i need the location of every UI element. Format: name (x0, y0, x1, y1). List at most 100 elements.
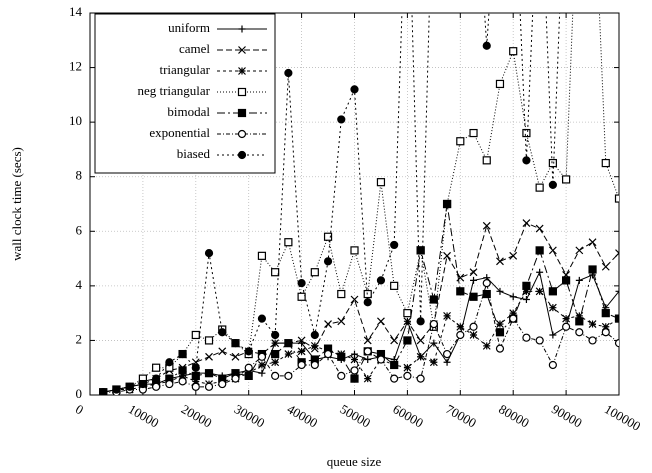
marker (297, 347, 306, 356)
legend-label: camel (179, 41, 210, 56)
marker (191, 371, 200, 380)
marker (588, 320, 597, 328)
marker (337, 371, 346, 380)
x-tick-label: 40000 (285, 401, 321, 430)
marker (548, 303, 557, 312)
marker (535, 246, 544, 255)
marker (363, 347, 372, 356)
marker (218, 328, 227, 337)
marker (350, 355, 359, 364)
marker (601, 322, 610, 331)
marker (191, 377, 200, 386)
marker (323, 349, 333, 359)
marker (152, 363, 161, 372)
marker (416, 352, 425, 361)
marker (429, 295, 438, 304)
marker (601, 262, 610, 271)
x-tick-label: 70000 (443, 401, 479, 430)
marker (456, 330, 465, 340)
x-tick-label: 10000 (126, 401, 162, 430)
marker (258, 361, 266, 369)
plot-area (99, 13, 619, 395)
marker (231, 339, 240, 348)
marker (205, 352, 213, 361)
marker (416, 374, 425, 383)
marker (363, 336, 372, 345)
marker (244, 363, 253, 372)
series-line (103, 290, 619, 393)
x-tick-label: 60000 (390, 401, 426, 430)
x-axis-label: queue size (327, 454, 382, 469)
marker (588, 336, 597, 345)
series-line (103, 282, 619, 393)
marker (456, 137, 465, 146)
marker (284, 350, 293, 358)
marker (323, 257, 333, 266)
marker (496, 320, 504, 328)
marker (363, 289, 372, 299)
marker (536, 268, 544, 276)
marker (310, 330, 319, 340)
marker (522, 219, 531, 228)
marker (561, 175, 571, 184)
marker (469, 292, 478, 301)
x-tick-label: 50000 (338, 401, 374, 430)
marker (601, 328, 610, 337)
marker (443, 358, 451, 366)
marker (430, 339, 438, 347)
marker (509, 309, 518, 318)
marker (509, 314, 518, 323)
legend-label: triangular (159, 62, 210, 77)
marker (575, 311, 584, 320)
legend-label: uniform (168, 20, 210, 35)
marker (350, 374, 359, 383)
marker (297, 279, 306, 288)
marker (482, 221, 491, 230)
marker (191, 330, 200, 340)
marker (522, 281, 531, 290)
marker (416, 336, 425, 345)
marker (363, 298, 372, 307)
marker (470, 276, 478, 284)
marker (403, 336, 412, 345)
marker (482, 289, 491, 299)
marker (535, 183, 544, 192)
marker (482, 156, 491, 165)
marker (416, 317, 425, 326)
marker (456, 322, 465, 331)
legend-label: exponential (149, 125, 210, 140)
marker (337, 317, 346, 326)
x-tick-label: 0 (73, 401, 86, 417)
marker (238, 67, 246, 75)
marker (403, 309, 412, 318)
marker (588, 238, 597, 247)
marker (364, 356, 372, 364)
marker (601, 309, 610, 318)
marker (575, 317, 584, 326)
series-line (103, 270, 619, 393)
marker (218, 347, 227, 356)
marker (112, 385, 121, 394)
marker (204, 249, 214, 258)
marker (482, 341, 491, 350)
marker (257, 352, 267, 361)
legend-label: bimodal (167, 104, 210, 119)
marker (237, 87, 247, 97)
marker (284, 238, 293, 247)
marker (522, 156, 531, 165)
marker (482, 279, 491, 288)
marker (390, 336, 399, 345)
y-tick-label: 6 (76, 222, 83, 237)
marker (99, 388, 108, 395)
marker (337, 115, 346, 124)
marker (238, 25, 246, 33)
marker (429, 358, 438, 367)
marker (376, 355, 386, 364)
marker (443, 311, 451, 320)
marker (561, 276, 571, 285)
x-tick-label: 30000 (232, 401, 268, 430)
legend-label: biased (177, 146, 211, 161)
marker (614, 339, 619, 348)
marker (297, 360, 306, 370)
marker (152, 382, 161, 391)
